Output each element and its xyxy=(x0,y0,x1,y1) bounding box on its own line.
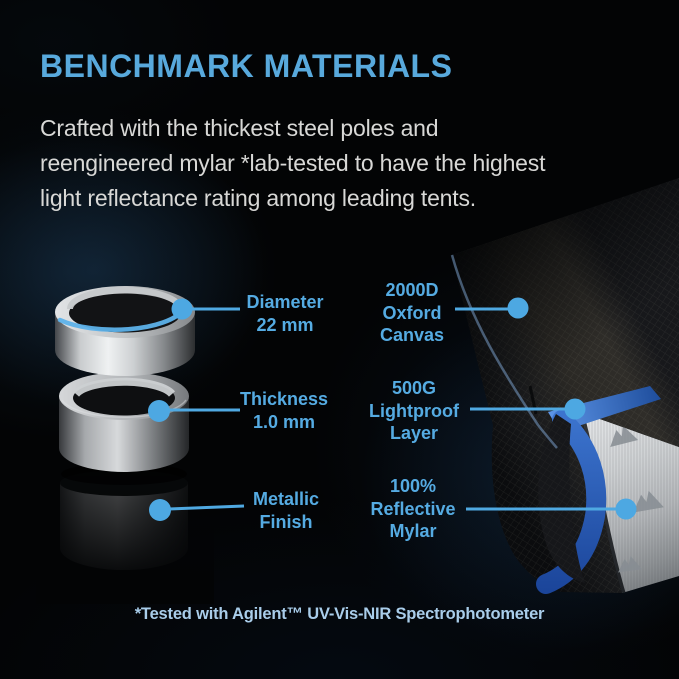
diameter-highlight-arc xyxy=(57,307,186,332)
callout-connectors xyxy=(168,307,617,511)
steel-ring-bottom xyxy=(59,372,189,472)
brand-logo-embossed xyxy=(610,425,664,573)
callout-label-lightproof-layer: 500G Lightproof Layer xyxy=(369,378,459,443)
callout-dot-lightproof xyxy=(564,398,586,420)
callout-line-finish xyxy=(168,504,245,511)
callout-label-metallic-finish: Metallic Finish xyxy=(252,489,320,532)
callout-label-diameter: Diameter 22 mm xyxy=(246,292,324,335)
description-text: Crafted with the thickest steel poles an… xyxy=(40,115,546,211)
callout-dots xyxy=(148,297,637,521)
steel-ring-top xyxy=(55,286,195,376)
callout-dot-thickness xyxy=(148,400,170,422)
callout-dot-mylar xyxy=(615,498,637,520)
callout-dot-diameter xyxy=(171,298,193,320)
page-title: BENCHMARK MATERIALS xyxy=(40,48,453,84)
steel-pole-rings xyxy=(36,286,214,604)
callout-label-thickness: Thickness 1.0 mm xyxy=(239,389,329,432)
lab-test-footnote: *Tested with Agilent™ UV-Vis-NIR Spectro… xyxy=(134,605,545,623)
canvas-edge-highlight xyxy=(450,254,558,449)
callout-label-oxford-canvas: 2000D Oxford Canvas xyxy=(379,280,445,345)
oxford-canvas-sheet xyxy=(452,178,679,593)
callout-label-reflective-mylar: 100% Reflective Mylar xyxy=(370,476,456,541)
inner-canvas-roll xyxy=(538,414,585,583)
callout-dot-finish xyxy=(149,499,171,521)
callout-dot-oxford xyxy=(507,297,529,319)
